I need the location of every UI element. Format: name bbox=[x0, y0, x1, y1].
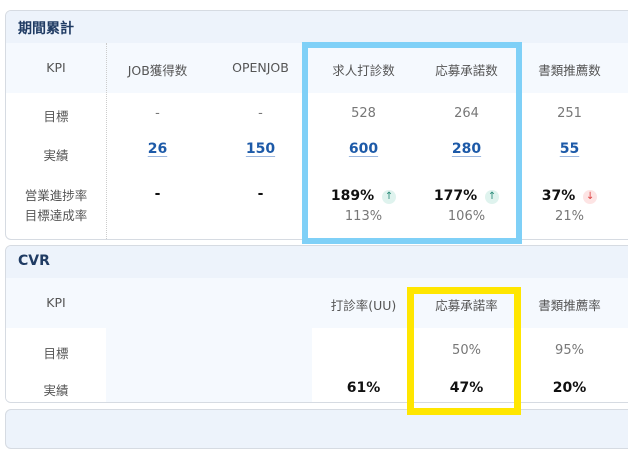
cvr-card: CVR KPI 打診率(UU) 応募承諾率 書類推薦率 目標 50% 95% 実… bbox=[5, 245, 628, 403]
col-recommend-rate: 書類推薦率 bbox=[538, 298, 601, 313]
divider bbox=[106, 43, 107, 239]
arrow-down-icon: ↓ bbox=[583, 189, 598, 204]
target-value: 50% bbox=[452, 343, 481, 358]
target-value: - bbox=[155, 106, 160, 121]
target-label: 目標 bbox=[43, 109, 69, 124]
arrow-up-icon: ↑ bbox=[485, 189, 500, 204]
col-offer: 求人打診数 bbox=[332, 63, 395, 78]
arrow-up-icon: ↑ bbox=[382, 189, 397, 204]
target-value: 95% bbox=[555, 343, 584, 358]
col-job: JOB獲得数 bbox=[127, 63, 188, 78]
achievement-rate-label: 目標達成率 bbox=[24, 208, 88, 223]
target-label: 目標 bbox=[43, 346, 69, 361]
actual-link[interactable]: 280 bbox=[451, 141, 482, 157]
col-openjob: OPENJOB bbox=[232, 60, 289, 75]
progress-value: 177% bbox=[433, 188, 478, 204]
actual-value: 61% bbox=[346, 380, 381, 396]
actual-label: 実績 bbox=[43, 148, 69, 163]
achievement-value: 113% bbox=[344, 209, 383, 224]
progress-value: - bbox=[154, 186, 161, 202]
actual-link[interactable]: 600 bbox=[348, 141, 379, 157]
achievement-value: 106% bbox=[447, 209, 486, 224]
actual-label: 実績 bbox=[43, 383, 69, 398]
actual-value: 20% bbox=[552, 380, 587, 396]
target-value: 251 bbox=[557, 106, 582, 121]
col-accept-rate: 応募承諾率 bbox=[435, 298, 498, 313]
actual-value: 47% bbox=[449, 380, 484, 396]
rate-labels: 営業進捗率目標達成率 bbox=[6, 186, 106, 226]
period-total-card: 期間累計 KPI JOB獲得数 OPENJOB 求人打診数 応募承諾数 書類推薦… bbox=[5, 10, 628, 240]
period-kpi-header-row: KPI JOB獲得数 OPENJOB 求人打診数 応募承諾数 書類推薦数 bbox=[6, 43, 628, 93]
period-total-title: 期間累計 bbox=[6, 11, 628, 43]
progress-value: 37% bbox=[541, 188, 576, 204]
progress-value: 189% bbox=[330, 188, 375, 204]
col-recommend: 書類推薦数 bbox=[538, 63, 601, 78]
kpi-label: KPI bbox=[46, 60, 66, 75]
progress-value: - bbox=[257, 186, 264, 202]
next-card bbox=[5, 409, 628, 449]
col-accept: 応募承諾数 bbox=[435, 63, 498, 78]
col-offer-rate: 打診率(UU) bbox=[330, 298, 397, 313]
actual-link[interactable]: 55 bbox=[559, 141, 580, 157]
achievement-value: 21% bbox=[555, 209, 584, 224]
kpi-label: KPI bbox=[46, 295, 66, 310]
actual-link[interactable]: 26 bbox=[147, 141, 168, 157]
target-value: - bbox=[258, 106, 263, 121]
progress-rate-label: 営業進捗率 bbox=[24, 188, 88, 203]
actual-link[interactable]: 150 bbox=[245, 141, 276, 157]
target-value: 264 bbox=[454, 106, 479, 121]
target-value: 528 bbox=[351, 106, 376, 121]
cvr-title: CVR bbox=[6, 246, 628, 278]
